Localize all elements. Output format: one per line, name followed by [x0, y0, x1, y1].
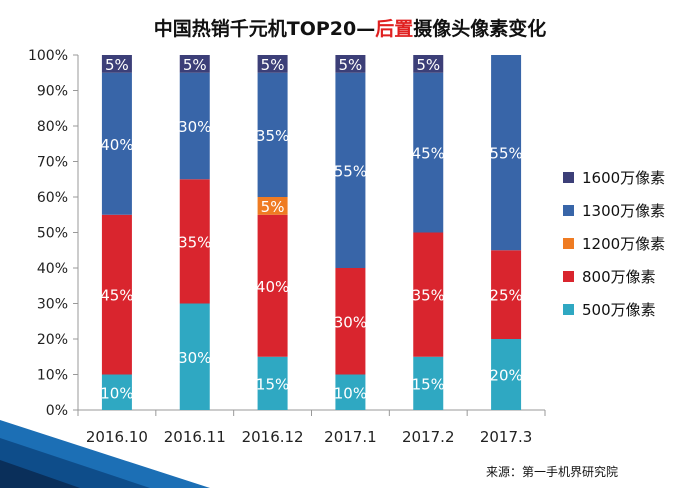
bar-segment-2-3 — [257, 72, 288, 197]
bar-data-label: 5% — [261, 56, 285, 74]
bar-data-label: 25% — [489, 287, 522, 305]
bar-data-label: 10% — [100, 384, 133, 402]
legend-label: 800万像素 — [582, 268, 656, 286]
x-tick-label: 2016.11 — [164, 428, 226, 446]
bar-segment-1-1 — [179, 179, 210, 304]
bar-data-label: 10% — [334, 384, 367, 402]
title-text-2: 摄像头像素变化 — [413, 18, 547, 40]
bar-data-label: 40% — [256, 278, 289, 296]
y-tick-label: 100% — [28, 48, 68, 64]
y-tick-label: 40% — [37, 261, 68, 277]
bar-segment-3-0 — [335, 374, 366, 410]
bar-data-label: 5% — [339, 56, 363, 74]
bar-segment-4-4 — [413, 55, 444, 73]
legend-swatch — [563, 271, 574, 282]
bar-segment-2-0 — [257, 356, 288, 410]
legend-swatch — [563, 304, 574, 315]
y-tick-label: 70% — [37, 155, 68, 171]
bar-data-label: 5% — [416, 56, 440, 74]
y-tick-label: 60% — [37, 190, 68, 206]
y-tick-label: 90% — [37, 84, 68, 100]
bar-segment-0-1 — [101, 214, 132, 375]
bar-data-label: 45% — [412, 145, 445, 163]
bar-segment-1-4 — [179, 55, 210, 73]
x-tick-label: 2017.1 — [324, 428, 377, 446]
legend-swatch — [563, 238, 574, 249]
x-tick-label: 2016.10 — [86, 428, 148, 446]
legend-label: 1200万像素 — [582, 235, 665, 253]
bar-data-label: 35% — [178, 233, 211, 251]
legend-label: 500万像素 — [582, 301, 656, 319]
bar-segment-3-4 — [335, 55, 366, 73]
bar-data-label: 5% — [261, 198, 285, 216]
bar-data-label: 35% — [256, 127, 289, 145]
legend-swatch — [563, 172, 574, 183]
chart-title: 中国热销千元机TOP20—后置摄像头像素变化 — [0, 14, 700, 41]
bar-segment-1-0 — [179, 303, 210, 410]
bar-segment-0-4 — [101, 55, 132, 73]
title-text-highlight: 后置 — [375, 18, 414, 40]
bar-segment-3-3 — [335, 72, 366, 268]
bar-segment-1-3 — [179, 72, 210, 180]
legend-label: 1300万像素 — [582, 202, 665, 220]
bar-segment-0-0 — [101, 374, 132, 410]
y-tick-label: 80% — [37, 119, 68, 135]
bar-data-label: 15% — [412, 375, 445, 393]
y-tick-label: 30% — [37, 297, 68, 313]
bar-segment-0-3 — [101, 72, 132, 215]
bar-segment-5-1 — [491, 250, 522, 339]
y-tick-label: 20% — [37, 332, 68, 348]
x-tick-label: 2017.2 — [402, 428, 455, 446]
bar-data-label: 55% — [489, 145, 522, 163]
bar-segment-3-1 — [335, 268, 366, 375]
x-tick-label: 2016.12 — [242, 428, 304, 446]
bar-segment-2-1 — [257, 214, 288, 357]
legend-label: 1600万像素 — [582, 169, 665, 187]
bar-segment-2-4 — [257, 55, 288, 73]
bar-segment-4-3 — [413, 72, 444, 233]
bar-segment-4-0 — [413, 356, 444, 410]
y-tick-label: 0% — [46, 403, 68, 419]
bar-data-label: 55% — [334, 162, 367, 180]
bar-segment-5-3 — [491, 55, 522, 251]
bar-data-label: 20% — [489, 367, 522, 385]
bar-segment-2-2 — [257, 197, 288, 215]
bar-data-label: 30% — [178, 349, 211, 367]
bar-data-label: 30% — [178, 118, 211, 136]
bar-data-label: 5% — [105, 56, 129, 74]
y-tick-label: 10% — [37, 368, 68, 384]
bar-segment-4-1 — [413, 232, 444, 357]
title-text-1: 中国热销千元机TOP20— — [153, 18, 376, 40]
bar-segment-5-0 — [491, 339, 522, 410]
y-tick-label: 50% — [37, 226, 68, 242]
legend-swatch — [563, 205, 574, 216]
decorative-swoosh — [0, 420, 210, 488]
x-tick-label: 2017.3 — [480, 428, 533, 446]
bar-data-label: 40% — [100, 136, 133, 154]
source-note: 来源：第一手机界研究院 — [485, 465, 618, 479]
bar-data-label: 35% — [412, 287, 445, 305]
bar-data-label: 30% — [334, 313, 367, 331]
bar-data-label: 15% — [256, 375, 289, 393]
bar-data-label: 5% — [183, 56, 207, 74]
bar-data-label: 45% — [100, 287, 133, 305]
